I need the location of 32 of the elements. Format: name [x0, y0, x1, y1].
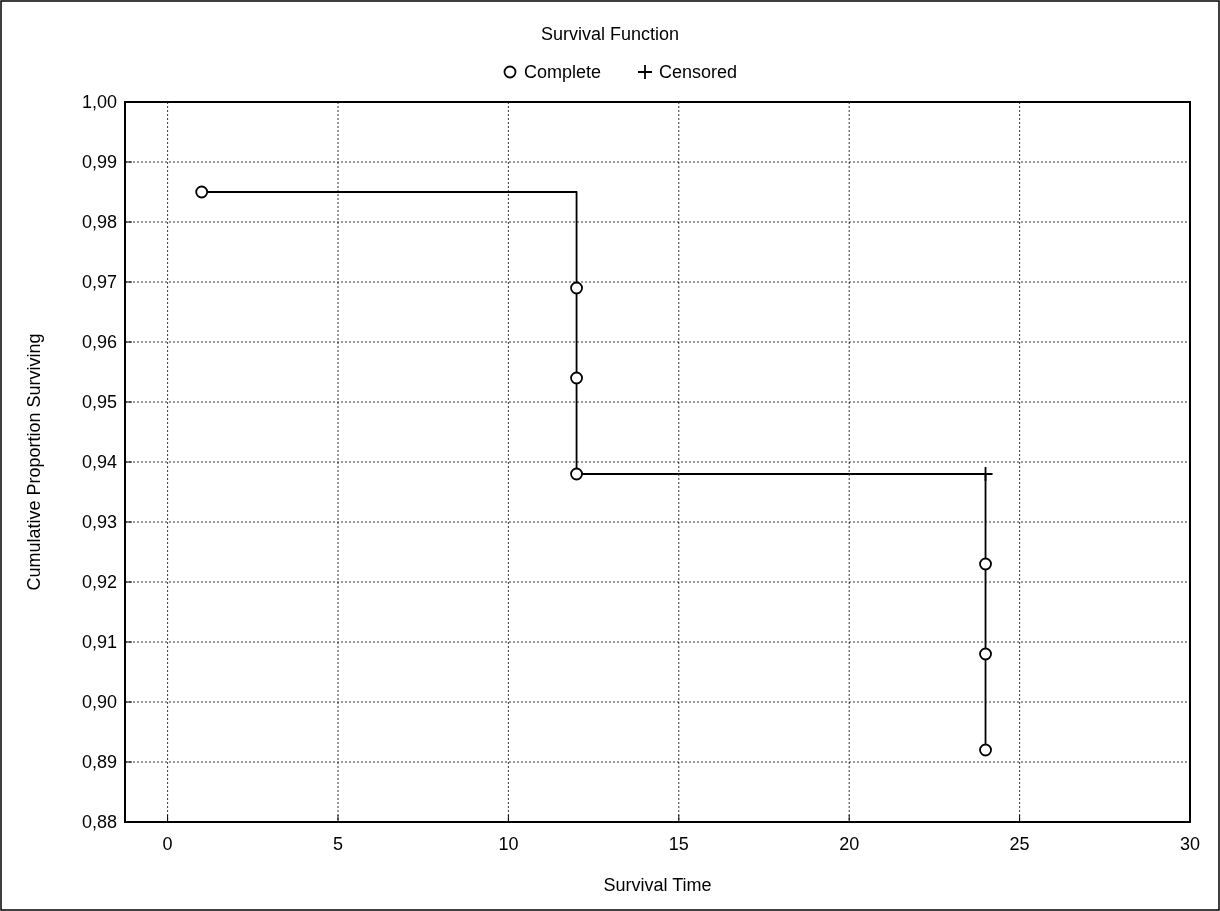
y-tick-label: 0,91 — [81, 632, 117, 652]
point — [570, 281, 583, 295]
y-tick-label: 0,97 — [81, 272, 117, 292]
legend-label: Censored — [659, 62, 738, 82]
x-tick-label: 30 — [1179, 834, 1201, 854]
x-tick-label: 10 — [498, 834, 519, 854]
x-axis-title: Survival Time — [603, 875, 712, 895]
x-tick-label: 25 — [1009, 834, 1030, 854]
y-tick-label: 0,93 — [81, 512, 117, 532]
y-tick-label: 0,98 — [81, 212, 117, 232]
y-tick-label: 0,94 — [81, 452, 117, 472]
y-axis-title: Cumulative Proportion Surviving — [24, 333, 44, 591]
point — [979, 557, 992, 571]
y-tick-label: 0,90 — [81, 692, 117, 712]
chart-title: Survival Function — [540, 24, 680, 44]
x-tick-label: 0 — [162, 834, 173, 854]
x-tick-label: 5 — [332, 834, 344, 854]
y-tick-label: 1,00 — [81, 92, 117, 112]
legend-label: Complete — [524, 62, 602, 82]
y-tick-label: 0,89 — [81, 752, 117, 772]
x-tick-label: 15 — [668, 834, 689, 854]
point — [570, 371, 583, 385]
y-tick-label: 0,96 — [81, 332, 117, 352]
y-tick-label: 0,99 — [81, 152, 117, 172]
y-tick-label: 0,92 — [81, 572, 117, 592]
point — [979, 743, 992, 757]
point — [195, 185, 209, 199]
point — [979, 647, 992, 661]
y-tick-label: 0,88 — [81, 812, 117, 832]
y-tick-label: 0,95 — [81, 392, 117, 412]
x-tick-label: 20 — [839, 834, 860, 854]
point — [570, 467, 583, 481]
